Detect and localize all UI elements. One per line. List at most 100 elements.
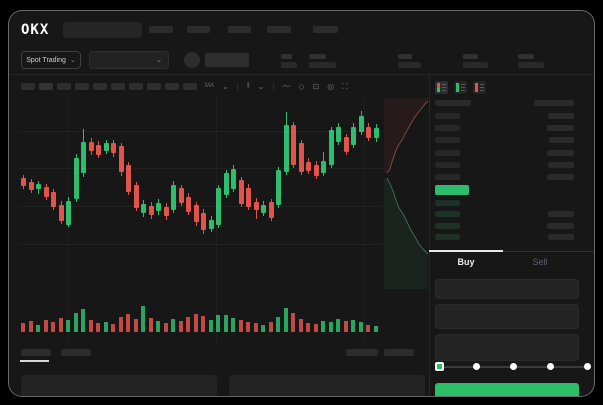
- candle-body: [298, 143, 304, 172]
- bid-row-price[interactable]: [435, 223, 460, 229]
- nav-item[interactable]: [187, 26, 210, 33]
- bottom-tab-2[interactable]: [61, 349, 91, 356]
- bottom-action-2[interactable]: [384, 349, 414, 356]
- indicator-icon[interactable]: MA: [205, 83, 214, 89]
- nav-item[interactable]: [267, 26, 291, 33]
- candle-body: [268, 202, 274, 218]
- interval-button[interactable]: [165, 83, 179, 90]
- tab-divider: [429, 251, 594, 252]
- volume-bar: [328, 322, 333, 332]
- nav-item[interactable]: [313, 26, 338, 33]
- slider-step[interactable]: [473, 363, 480, 370]
- candle-body: [96, 145, 101, 155]
- interval-button[interactable]: [147, 83, 161, 90]
- candle-body: [163, 207, 169, 216]
- volume-bar: [43, 320, 48, 332]
- ask-row-price[interactable]: [435, 137, 460, 143]
- interval-button[interactable]: [129, 83, 143, 90]
- line-tool-icon[interactable]: 〜: [282, 82, 291, 91]
- price-input[interactable]: [435, 279, 579, 299]
- depth-chart: [384, 98, 428, 289]
- volume-bar: [81, 309, 85, 332]
- interval-button[interactable]: [111, 83, 125, 90]
- pair-selector-dropdown[interactable]: ⌄: [89, 51, 169, 69]
- slider-step[interactable]: [584, 363, 591, 370]
- ask-row-size: [547, 174, 574, 180]
- market-type-selector[interactable]: Spot Trading ⌄: [21, 51, 81, 69]
- book-asks-icon[interactable]: [473, 81, 486, 94]
- candle-body: [343, 137, 349, 152]
- interval-button[interactable]: [39, 83, 53, 90]
- volume-bar: [306, 323, 310, 332]
- candle-body: [216, 188, 221, 225]
- volume-bar: [73, 313, 78, 332]
- volume-bar: [111, 324, 115, 332]
- interval-button[interactable]: [21, 83, 35, 90]
- eraser-icon[interactable]: ◇: [298, 82, 305, 91]
- volume-bar: [186, 317, 190, 332]
- candle-body: [366, 127, 371, 138]
- ask-row-price[interactable]: [435, 174, 460, 180]
- interval-button[interactable]: [183, 83, 197, 90]
- chevron-down-icon[interactable]: ⌄: [257, 82, 265, 91]
- chevron-down-icon: ⌄: [156, 57, 162, 64]
- ask-row-price[interactable]: [435, 125, 460, 131]
- search-input[interactable]: [63, 22, 142, 38]
- bid-row-price[interactable]: [435, 211, 460, 217]
- volume-bar: [253, 323, 258, 332]
- camera-icon[interactable]: ⊡: [312, 82, 320, 91]
- settings-icon[interactable]: ◎: [327, 82, 335, 91]
- slider-handle[interactable]: [435, 362, 444, 371]
- interval-button[interactable]: [93, 83, 107, 90]
- amount-slider[interactable]: [435, 362, 591, 371]
- bid-row-size: [548, 211, 574, 217]
- bid-row-size: [548, 234, 574, 240]
- bottom-action-1[interactable]: [346, 349, 378, 356]
- amount-input[interactable]: [435, 304, 579, 329]
- volume-bar: [366, 325, 370, 332]
- total-input[interactable]: [435, 334, 579, 361]
- book-bids-icon[interactable]: [454, 81, 467, 94]
- nav-item[interactable]: [228, 26, 251, 33]
- candlestick-chart[interactable]: [9, 11, 429, 396]
- tab-buy[interactable]: Buy: [457, 257, 475, 267]
- interval-button[interactable]: [75, 83, 89, 90]
- chart-type-icon[interactable]: ⫼: [246, 83, 250, 89]
- buy-button[interactable]: [435, 383, 579, 396]
- book-combined-icon[interactable]: [435, 81, 448, 94]
- candle-body: [193, 205, 199, 222]
- bottom-tab-1[interactable]: [21, 349, 51, 356]
- nav-item[interactable]: [149, 26, 173, 33]
- chevron-down-icon[interactable]: ⌄: [222, 82, 229, 91]
- candle-body: [208, 220, 214, 229]
- interval-button[interactable]: [57, 83, 71, 90]
- candle-body: [73, 158, 79, 199]
- volume-bar: [268, 322, 273, 332]
- volume-bar: [283, 308, 288, 332]
- candle-body: [171, 185, 176, 210]
- candle-body: [133, 185, 139, 208]
- slider-step[interactable]: [510, 363, 517, 370]
- candle-body: [291, 125, 296, 165]
- gridline: [19, 168, 382, 169]
- candle-body: [103, 143, 109, 151]
- icon-color-column: [437, 83, 440, 92]
- volume-bar: [171, 319, 175, 332]
- volume-bar: [298, 319, 303, 332]
- tab-sell[interactable]: Sell: [532, 257, 548, 267]
- ask-row-price[interactable]: [435, 162, 460, 168]
- icon-color-column: [475, 83, 478, 92]
- volume-bar: [351, 320, 355, 332]
- fullscreen-icon[interactable]: ⛶: [342, 82, 348, 91]
- ask-row-size: [547, 125, 574, 131]
- slider-step[interactable]: [547, 363, 554, 370]
- bid-row-price[interactable]: [435, 234, 460, 240]
- candle-body: [36, 184, 41, 189]
- volume-bar: [201, 316, 205, 332]
- app-window: OKX Spot Trading ⌄ ⌄ MA ⌄ | ⫼ ⌄ | 〜 ◇ ⊡ ◎ ⛶ Buy Se…: [8, 10, 595, 397]
- stat-value-placeholder: [463, 62, 488, 68]
- ask-row-size: [548, 113, 574, 119]
- ask-row-price[interactable]: [435, 150, 460, 156]
- bid-row-price[interactable]: [435, 200, 460, 206]
- ask-row-price[interactable]: [435, 113, 460, 119]
